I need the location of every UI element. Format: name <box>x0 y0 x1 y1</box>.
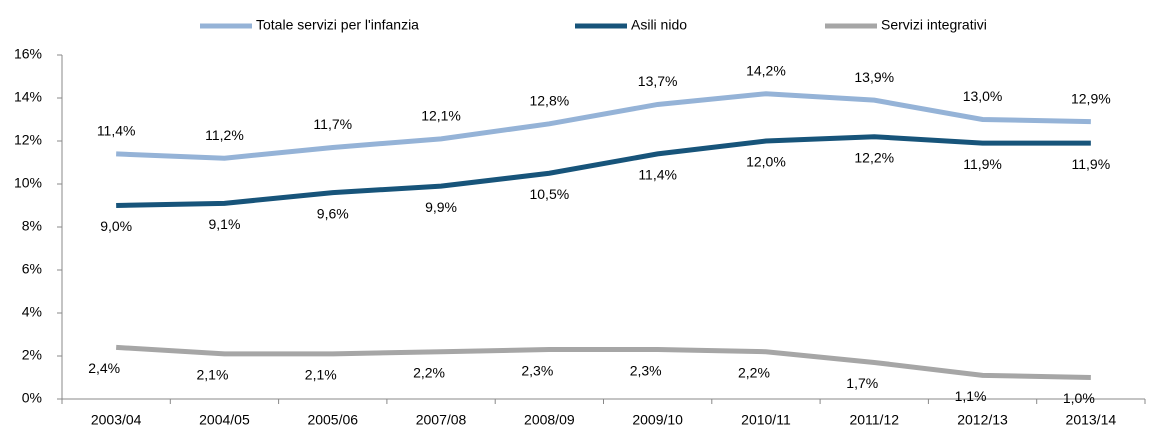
data-label: 1,7% <box>846 375 878 391</box>
x-tick-label: 2005/06 <box>307 412 358 428</box>
series-line <box>116 344 1091 380</box>
data-label: 13,9% <box>854 69 894 85</box>
data-label: 12,0% <box>746 154 786 170</box>
data-label: 11,2% <box>205 127 244 143</box>
data-label: 1,0% <box>1063 390 1095 406</box>
legend-label: Asili nido <box>631 17 687 33</box>
data-label: 11,4% <box>638 167 677 183</box>
data-label: 11,7% <box>313 116 352 132</box>
x-tick-label: 2012/13 <box>957 412 1008 428</box>
data-label: 12,8% <box>529 93 569 109</box>
data-label: 9,0% <box>100 218 132 234</box>
y-tick-label: 0% <box>22 390 42 406</box>
data-label: 12,2% <box>854 149 894 165</box>
data-label: 2,3% <box>521 362 553 378</box>
data-label: 2,3% <box>630 362 662 378</box>
data-label: 2,2% <box>738 364 770 380</box>
data-label: 12,1% <box>421 108 461 124</box>
y-tick-label: 10% <box>14 175 42 191</box>
x-tick-label: 2008/09 <box>524 412 575 428</box>
y-tick-label: 14% <box>14 89 42 105</box>
legend-label: Totale servizi per l'infanzia <box>256 17 419 33</box>
x-tick-label: 2013/14 <box>1066 412 1117 428</box>
y-tick-label: 4% <box>22 304 42 320</box>
data-label: 2,2% <box>413 364 445 380</box>
legend-label: Servizi integrativi <box>881 17 987 33</box>
x-tick-label: 2010/11 <box>741 412 791 428</box>
y-tick-label: 6% <box>22 261 42 277</box>
data-label: 12,9% <box>1071 90 1111 106</box>
series-line <box>116 134 1091 208</box>
x-tick-label: 2007/08 <box>416 412 467 428</box>
data-label: 10,5% <box>529 186 569 202</box>
data-label: 2,4% <box>88 360 120 376</box>
x-tick-label: 2009/10 <box>632 412 683 428</box>
data-label: 2,1% <box>196 367 228 383</box>
y-tick-label: 8% <box>22 218 42 234</box>
data-label: 9,9% <box>425 199 457 215</box>
data-label: 9,6% <box>317 205 349 221</box>
data-label: 11,9% <box>1072 156 1111 172</box>
x-tick-label: 2003/04 <box>91 412 142 428</box>
data-label: 14,2% <box>746 62 786 78</box>
data-label: 11,9% <box>963 156 1002 172</box>
series-line <box>116 91 1091 161</box>
y-tick-label: 12% <box>14 132 42 148</box>
data-label: 11,4% <box>97 123 136 139</box>
data-label: 13,0% <box>963 88 1003 104</box>
x-tick-label: 2011/12 <box>849 412 899 428</box>
y-tick-label: 16% <box>14 46 42 62</box>
x-tick-label: 2004/05 <box>199 412 250 428</box>
data-label: 2,1% <box>305 367 337 383</box>
data-label: 13,7% <box>638 73 678 89</box>
y-tick-label: 2% <box>22 347 42 363</box>
data-label: 9,1% <box>208 216 240 232</box>
data-label: 1,1% <box>955 388 987 404</box>
